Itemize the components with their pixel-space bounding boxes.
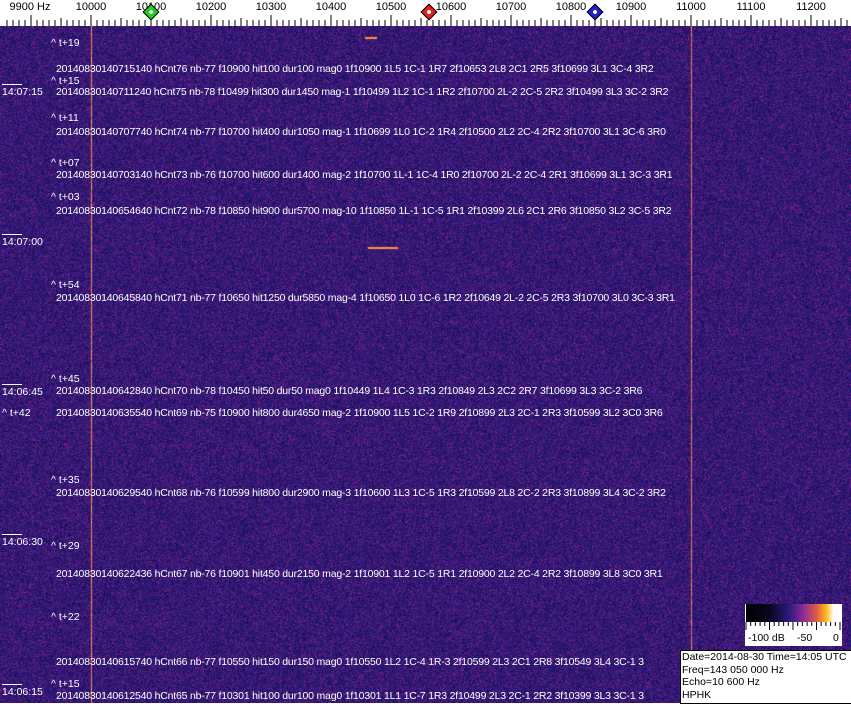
info-box: Date=2014-08-30 Time=14:05 UTC Freq=143 …	[680, 650, 851, 704]
colorbar-label-min: -100 dB	[748, 632, 785, 644]
frequency-label: 10200	[195, 1, 227, 13]
time-label: 14:07:15	[2, 84, 43, 98]
colorbar-ticks	[745, 622, 841, 630]
time-label: 14:06:30	[2, 534, 43, 548]
colorbar-gradient	[746, 604, 841, 622]
time-offset-label: ^ t+11	[51, 112, 79, 124]
detection-event-line: 20140830140622436 hCnt67 nb-76 f10901 hi…	[56, 568, 663, 580]
time-offset-label: ^ t+07	[51, 157, 80, 169]
time-offset-label: ^ t+54	[51, 279, 80, 291]
detection-event-line: 20140830140635540 hCnt69 nb-75 f10900 hi…	[56, 407, 663, 419]
frequency-label: 10500	[375, 1, 407, 13]
time-offset-label: ^ t+15	[51, 75, 80, 87]
time-offset-label: ^ t+29	[51, 540, 80, 552]
detection-event-line: 20140830140707740 hCnt74 nb-77 f10700 hi…	[56, 126, 666, 138]
detection-event-line: 20140830140711240 hCnt75 nb-78 f10499 hi…	[56, 86, 669, 98]
detection-event-line: 20140830140615740 hCnt66 nb-77 f10550 hi…	[56, 656, 644, 668]
info-echo: Echo=10 600 Hz	[682, 676, 760, 688]
detection-event-line: 20140830140654640 hCnt72 nb-78 f10850 hi…	[56, 205, 672, 217]
time-label: 14:06:45	[2, 384, 43, 398]
frequency-label: 10600	[435, 1, 467, 13]
frequency-label: 10300	[255, 1, 287, 13]
time-offset-label: ^ t+42	[2, 407, 31, 419]
detection-event-line: 20140830140715140 hCnt76 nb-77 f10900 hi…	[56, 63, 654, 75]
time-label: 14:07:00	[2, 234, 43, 248]
frequency-label: 9900 Hz	[9, 1, 51, 13]
time-offset-label: ^ t+22	[51, 611, 80, 623]
frequency-label: 10700	[495, 1, 527, 13]
detection-event-line: 20140830140642840 hCnt70 nb-78 f10450 hi…	[56, 385, 643, 397]
time-label: 14:06:15	[2, 684, 43, 698]
info-station: HPHK	[682, 688, 712, 701]
frequency-axis: 9900 Hz100001010010200103001040010500106…	[0, 0, 851, 26]
frequency-label: 11000	[676, 1, 706, 13]
time-offset-label: ^ t+45	[51, 373, 80, 385]
frequency-ticks	[6, 15, 848, 26]
time-offset-label: ^ t+03	[51, 191, 80, 203]
frequency-label: 11100	[736, 1, 766, 13]
colorbar: -100 dB -50 0	[745, 604, 842, 646]
frequency-label: 10800	[555, 1, 587, 13]
detection-event-line: 20140830140703140 hCnt73 nb-76 f10700 hi…	[56, 169, 673, 181]
frequency-label: 10900	[615, 1, 647, 13]
time-offset-label: ^ t+19	[51, 37, 80, 49]
info-date-time: Date=2014-08-30 Time=14:05 UTC	[682, 651, 847, 663]
frequency-label: 11200	[796, 1, 826, 13]
detection-event-line: 20140830140645840 hCnt71 nb-77 f10650 hi…	[56, 292, 675, 304]
colorbar-label-max: 0	[833, 632, 839, 644]
info-frequency: Freq=143 050 000 Hz	[682, 663, 784, 676]
colorbar-label-mid: -50	[797, 632, 813, 644]
frequency-label: 10400	[315, 1, 347, 13]
time-offset-label: ^ t+15	[51, 678, 80, 690]
detection-event-line: 20140830140629540 hCnt68 nb-76 f10599 hi…	[56, 487, 666, 499]
frequency-label: 10000	[75, 1, 107, 13]
time-offset-label: ^ t+35	[51, 474, 80, 486]
waterfall-spectrogram[interactable]	[0, 26, 851, 703]
detection-event-line: 20140830140612540 hCnt65 nb-77 f10301 hi…	[56, 690, 644, 702]
